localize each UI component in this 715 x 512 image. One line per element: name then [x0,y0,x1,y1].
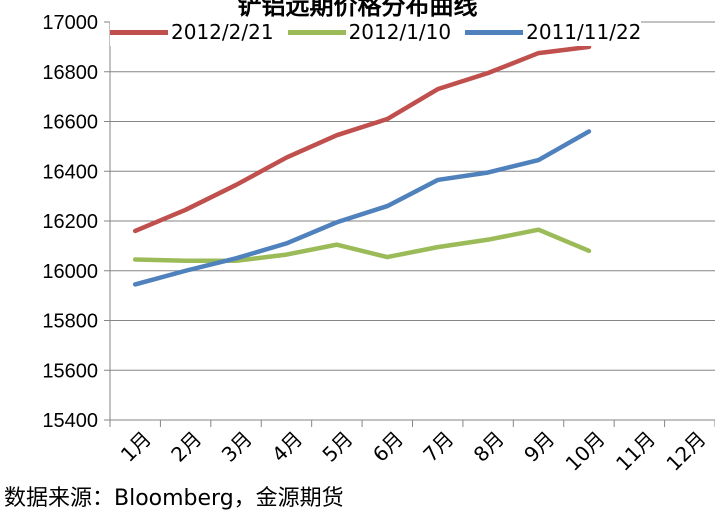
x-tick-label: 11月 [611,427,660,476]
series-line-3 [132,129,592,287]
gridlines [110,21,715,421]
x-tick-label: 5月 [318,427,358,467]
x-tick-label: 8月 [469,427,509,467]
legend-swatch-series-3 [465,29,524,35]
legend-swatch-series-2 [287,29,346,35]
legend-label-series-3: 2011/11/22 [526,20,642,44]
y-tick-label: 15600 [42,360,98,382]
legend-label-series-2: 2012/1/10 [348,20,452,44]
y-tick-label: 15400 [42,410,98,432]
y-tick-label: 16000 [42,261,98,283]
x-tick-label: 9月 [519,427,559,467]
y-tick-label: 15800 [42,311,98,333]
x-tick-label: 2月 [166,427,206,467]
series-line-1 [132,44,592,234]
axes [104,21,715,427]
legend-item-series-3: 2011/11/22 [465,20,641,44]
x-tick-label: 10月 [561,427,610,476]
legend-swatch-series-1 [110,29,168,35]
x-tick-label: 6月 [368,427,408,467]
chart-title: 铲铝远期价格分布曲线 [237,0,478,20]
legend-label-series-1: 2012/2/21 [171,20,274,44]
y-tick-label: 16200 [42,211,98,233]
legend-item-series-2: 2012/1/10 [287,20,452,44]
x-tick-labels: 1月 2月 3月 4月 5月 6月 7月 8月 9月 10月 11月 12月 [116,427,711,476]
x-tick-label: 7月 [418,427,458,467]
y-tick-label: 16400 [42,161,98,183]
x-tick-label: 3月 [217,427,257,467]
source-note: 数据来源：Bloomberg，金源期货 [4,486,344,511]
y-tick-label: 17000 [42,12,98,34]
legend: 2012/2/21 2012/1/10 2011/11/22 [110,18,642,46]
y-tick-label: 16800 [42,62,98,84]
y-tick-labels: 15400 15600 15800 16000 16200 16400 16600 16800… [42,12,98,432]
x-tick-label: 1月 [116,427,156,467]
x-tick-label: 4月 [267,427,307,467]
series-line-2 [132,227,592,264]
x-tick-label: 12月 [661,427,710,476]
legend-item-series-1: 2012/2/21 [110,20,274,44]
y-tick-label: 16600 [42,112,98,134]
series-lines [132,44,592,287]
